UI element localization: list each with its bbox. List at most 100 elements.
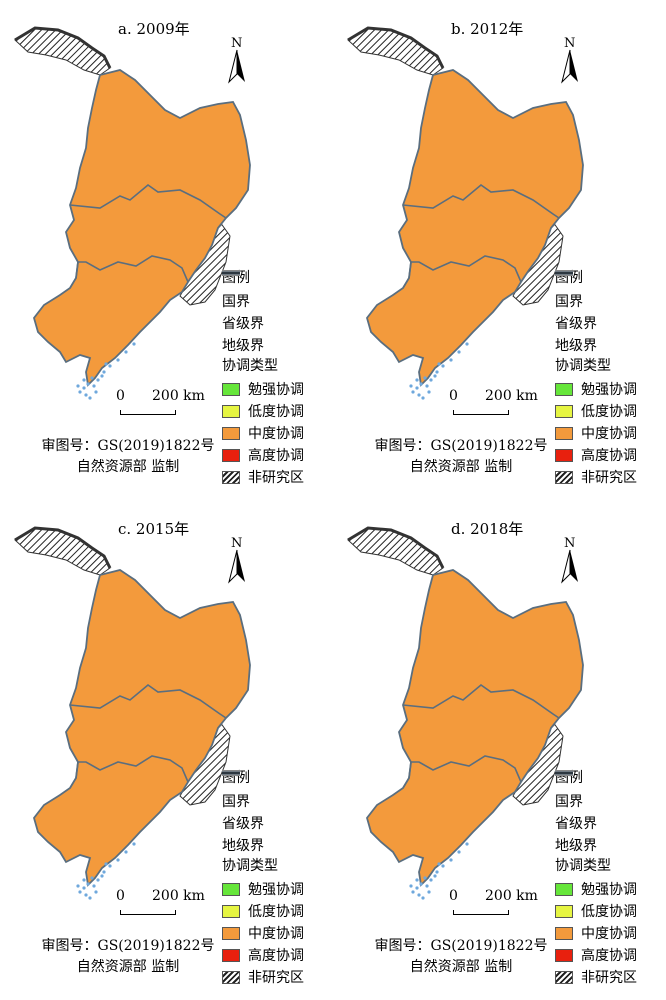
legend-swatch: [555, 948, 573, 962]
legend-line-item: 国界: [222, 770, 304, 812]
sea-dot: [92, 884, 96, 888]
sea-dot: [409, 384, 413, 388]
sea-dot: [409, 884, 413, 888]
provincial-boundary: [69, 183, 227, 219]
sea-dot: [100, 874, 104, 878]
sea-dot: [88, 896, 92, 900]
credit-line-1: 审图号：GS(2019)1822号: [374, 938, 548, 954]
credit-line-1: 审图号：GS(2019)1822号: [374, 438, 548, 454]
legend-class-label: 非研究区: [581, 970, 637, 986]
legend-class-label: 非研究区: [248, 970, 304, 986]
credit-line-2: 自然资源部 监制: [409, 959, 513, 975]
legend-line-item: 国界: [222, 270, 304, 312]
legend-class-label: 低度协调: [248, 904, 304, 920]
legend-line-label: 地级界: [222, 338, 264, 354]
sea-dot: [427, 390, 431, 394]
legend-line-label: 省级界: [555, 816, 597, 832]
national-border: [347, 526, 445, 569]
sea-dot: [417, 893, 421, 897]
legend-class-label: 高度协调: [248, 448, 304, 464]
scale-distance: 200 km: [152, 388, 205, 404]
legend-line-label: 省级界: [222, 316, 264, 332]
sea-dot: [100, 374, 104, 378]
legend-class-item: 中度协调: [222, 422, 304, 444]
sea-dot: [116, 358, 120, 362]
legend-class-item: 非研究区: [222, 966, 304, 988]
legend-line-label: 地级界: [555, 838, 597, 854]
legend-line-label: 国界: [555, 794, 583, 810]
sea-dot: [425, 384, 429, 388]
scale-zero: 0: [116, 888, 125, 904]
sea-dot: [421, 396, 425, 400]
legend-line-item: 省级界: [555, 271, 637, 334]
scale-bar-line: [120, 410, 176, 415]
sea-dot: [82, 878, 86, 882]
sea-dot: [94, 390, 98, 394]
legend-class-item: 勉强协调: [222, 378, 304, 400]
sea-dot: [104, 362, 108, 366]
sea-dot: [449, 858, 453, 862]
panel-title: a. 2009年: [118, 20, 190, 38]
panel-title: b. 2012年: [451, 20, 524, 38]
legend-swatch: [555, 470, 573, 484]
sea-dot: [132, 842, 136, 846]
legend-swatch: [222, 404, 240, 418]
legend-line-item: 省级界: [222, 271, 304, 334]
legend-line-item: 地级界: [222, 272, 304, 356]
sea-dot: [84, 893, 88, 897]
map-canvas: [14, 526, 251, 900]
sea-dot: [94, 890, 98, 894]
scale-zero: 0: [449, 388, 458, 404]
sea-dot: [78, 390, 82, 394]
legend-line-label: 国界: [222, 794, 250, 810]
sea-dot: [449, 358, 453, 362]
legend-swatch: [555, 970, 573, 984]
legend-class-label: 非研究区: [248, 470, 304, 486]
sea-dot: [90, 376, 94, 380]
sea-dot: [411, 390, 415, 394]
sea-dot: [465, 842, 469, 846]
sea-dot: [116, 858, 120, 862]
scale-bar: 0 200 km: [110, 388, 206, 418]
sea-dot: [425, 884, 429, 888]
provincial-boundary: [402, 683, 560, 719]
map-panel: d. 2018年 N 图例 国界 省级界 地级界 协调类型 勉强协调 低度协调 中度协调 高度协调非…: [333, 500, 666, 1000]
sea-dot: [437, 862, 441, 866]
study-area-boundary: [366, 569, 584, 887]
sea-dot: [78, 890, 82, 894]
legend-class-item: 中度协调: [555, 922, 637, 944]
legend-swatch: [222, 948, 240, 962]
map-canvas: [14, 26, 251, 400]
sea-dot: [423, 376, 427, 380]
legend-class-label: 勉强协调: [248, 882, 304, 898]
north-label: N: [231, 36, 243, 51]
legend-line-label: 地级界: [555, 338, 597, 354]
sea-dot: [76, 384, 80, 388]
legend-class-label: 非研究区: [581, 470, 637, 486]
provincial-boundary: [402, 183, 560, 219]
legend-class-item: 低度协调: [555, 400, 637, 422]
map-credit: 审图号：GS(2019)1822号 自然资源部 监制: [363, 936, 559, 978]
legend-class-label: 高度协调: [248, 948, 304, 964]
sea-dot: [90, 876, 94, 880]
legend-class-item: 中度协调: [555, 422, 637, 444]
sea-dot: [82, 386, 86, 390]
legend-class-label: 低度协调: [581, 404, 637, 420]
north-arrow-icon: N: [222, 536, 252, 586]
study-region-base: [367, 70, 583, 385]
sea-dot: [86, 382, 90, 386]
legend-line-label: 国界: [222, 294, 250, 310]
legend-class-label: 勉强协调: [581, 382, 637, 398]
sea-dot: [415, 878, 419, 882]
provincial-boundary: [402, 255, 522, 289]
legend-class-item: 高度协调: [222, 944, 304, 966]
scale-distance: 200 km: [152, 888, 205, 904]
legend-class-label: 高度协调: [581, 448, 637, 464]
sea-dot: [435, 870, 439, 874]
credit-line-1: 审图号：GS(2019)1822号: [41, 938, 215, 954]
legend-class-item: 低度协调: [222, 400, 304, 422]
legend-class-label: 低度协调: [248, 404, 304, 420]
provincial-boundary: [402, 755, 522, 789]
legend-swatch: [222, 426, 240, 440]
provincial-boundary: [69, 755, 189, 789]
